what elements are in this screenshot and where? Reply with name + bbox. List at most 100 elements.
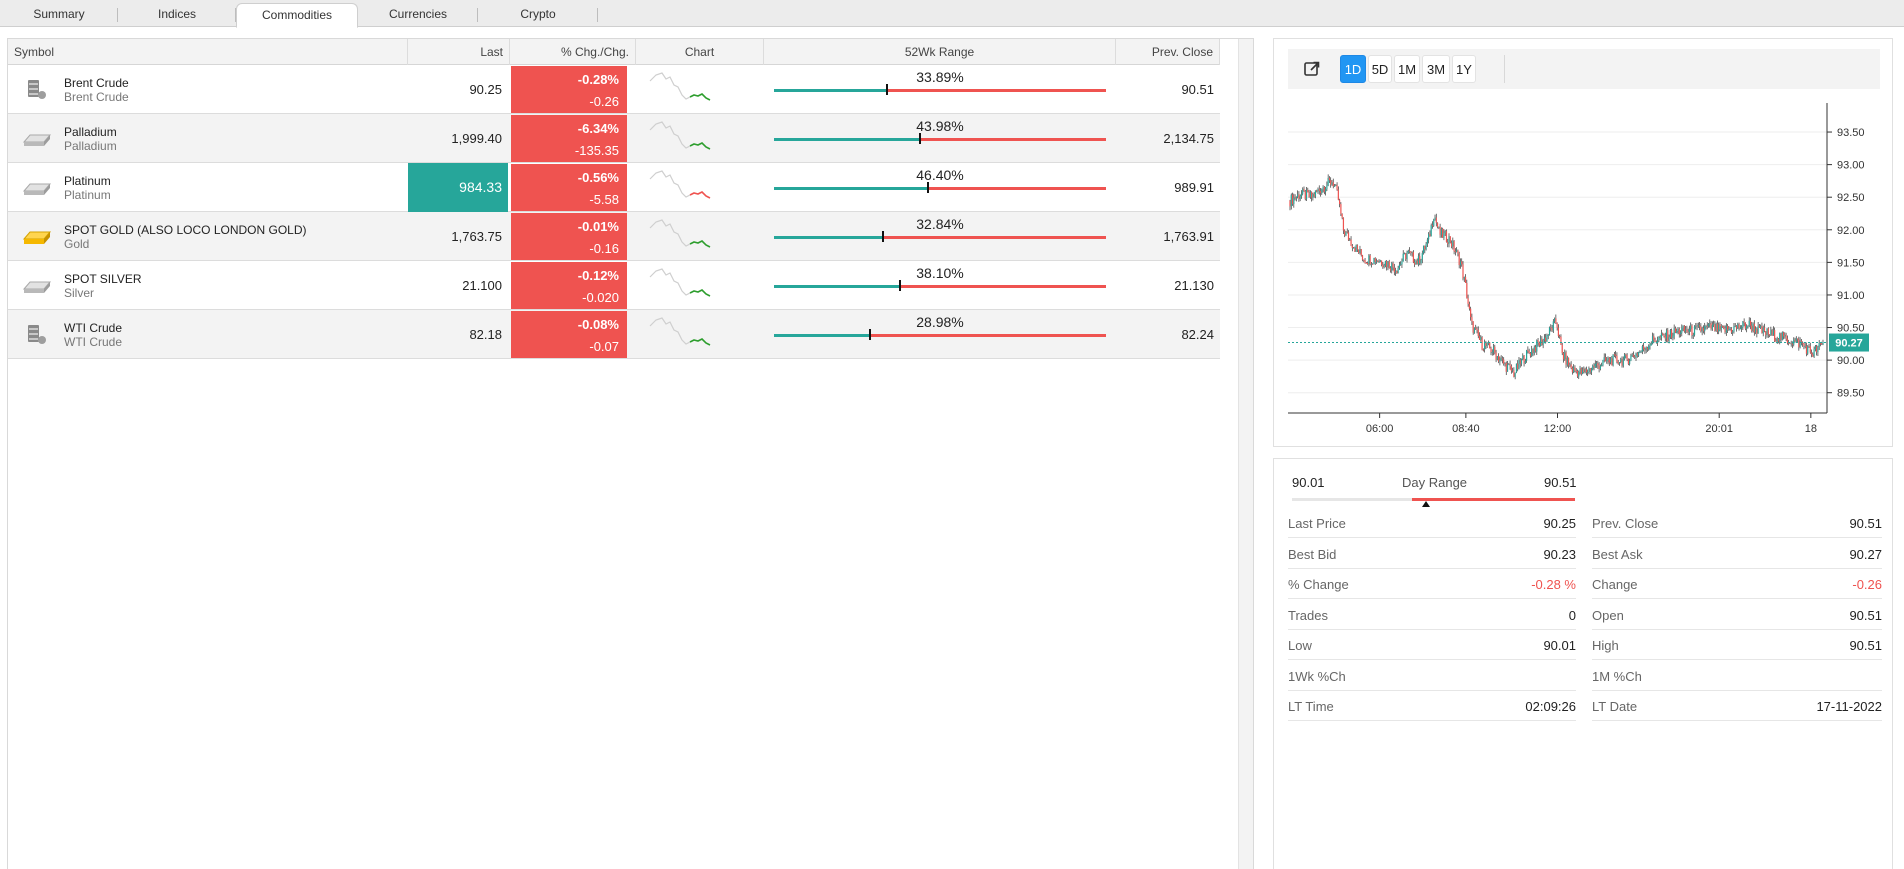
header-change[interactable]: % Chg./Chg. [510,39,636,65]
candle-body [1714,323,1716,331]
tab-commodities[interactable]: Commodities [236,3,358,28]
candle-body [1293,197,1295,205]
detail-value: 90.27 [1849,546,1882,562]
candle-body [1665,330,1668,339]
candle-body [1617,361,1619,364]
candle-body [1330,180,1332,185]
tab-currencies[interactable]: Currencies [358,3,478,27]
candle-body [1653,336,1655,340]
period-3m-button[interactable]: 3M [1422,55,1450,83]
header-last[interactable]: Last [408,39,510,65]
table-row[interactable]: WTI Crude WTI Crude 82.18 -0.08% -0.07 28.98%… [8,310,1220,359]
candle-body [1472,321,1474,333]
52wk-range-cell: 32.84% [764,212,1116,261]
candle-body [1425,243,1427,250]
day-range-high: 90.51 [1544,475,1577,490]
period-1d-button[interactable]: 1D [1340,55,1366,83]
candle-body [1737,324,1739,329]
candle-body [1410,251,1412,253]
candle-body [1589,368,1591,372]
table-row[interactable]: SPOT SILVER Silver 21.100 -0.12% -0.020 38.10… [8,261,1220,310]
table-row[interactable]: Platinum Platinum 984.33 -0.56% -5.58 46.40% 9… [8,163,1220,212]
sparkline-cell[interactable] [636,212,764,261]
candle-body [1424,245,1426,250]
candle-body [1397,268,1399,274]
sparkline-cell[interactable] [636,163,764,212]
x-tick-label: 08:40 [1452,423,1480,435]
candle-body [1300,193,1303,197]
header-symbol[interactable]: Symbol [8,39,408,65]
candle-body [1691,325,1693,336]
day-range-marker [1422,501,1430,507]
day-range-fill [1412,498,1575,501]
period-1y-button[interactable]: 1Y [1452,55,1476,83]
candle-body [1752,323,1754,331]
prev-close: 989.91 [1174,180,1214,195]
candle-body [1754,328,1757,333]
sparkline-cell[interactable] [636,114,764,163]
percent-change: -0.08% [577,317,619,332]
tab-indices[interactable]: Indices [118,3,236,27]
candle-body [1499,359,1501,362]
candle-body [1440,228,1442,235]
candle-body [1444,231,1446,233]
y-tick-label: 90.00 [1837,355,1865,367]
detail-value: 90.51 [1849,516,1882,531]
header-52wk-range[interactable]: 52Wk Range [764,39,1116,65]
symbol-cell[interactable]: SPOT SILVER Silver [8,261,408,310]
table-scrollbar[interactable] [1238,39,1253,869]
absolute-change: -0.16 [589,241,619,256]
symbol-cell[interactable]: Platinum Platinum [8,163,408,212]
table-row[interactable]: SPOT GOLD (ALSO LOCO LONDON GOLD) Gold 1,7… [8,212,1220,261]
symbol-cell[interactable]: WTI Crude WTI Crude [8,310,408,359]
candle-body [1364,260,1366,263]
candle-body [1810,352,1813,355]
barrel-icon [20,322,52,346]
candle-body [1436,222,1439,228]
period-1m-button[interactable]: 1M [1394,55,1420,83]
candle-body [1693,326,1696,336]
tab-crypto[interactable]: Crypto [478,3,598,27]
candle-body [1740,327,1743,329]
candle-body [1396,270,1398,274]
tab-summary[interactable]: Summary [0,3,118,27]
external-link-icon[interactable] [1300,55,1324,83]
header-prev-close[interactable]: Prev. Close [1116,39,1220,65]
sparkline-cell[interactable] [636,310,764,359]
detail-label: 1M %Ch [1592,668,1642,684]
sparkline-cell[interactable] [636,261,764,310]
period-5d-button[interactable]: 5D [1368,55,1392,83]
candle-body [1353,247,1355,249]
candle-body [1318,189,1320,191]
candle-body [1394,270,1397,273]
candle-body [1643,346,1645,350]
candle-body [1326,185,1328,190]
candle-body [1387,261,1389,267]
candle-body [1639,351,1641,353]
candle-body [1402,253,1404,262]
header-chart: Chart [636,39,764,65]
absolute-change: -0.07 [589,339,619,354]
candle-body [1677,328,1679,331]
52wk-range-low-bar [774,285,900,288]
candle-body [1308,192,1310,198]
symbol-cell[interactable]: Brent Crude Brent Crude [8,65,408,114]
symbol-cell[interactable]: SPOT GOLD (ALSO LOCO LONDON GOLD) Gold [8,212,408,261]
symbol-cell[interactable]: Palladium Palladium [8,114,408,163]
candle-body [1346,231,1348,233]
candle-body [1363,259,1365,261]
candle-body [1368,255,1370,265]
candle-body [1601,365,1603,367]
y-tick-label: 93.50 [1837,127,1865,139]
x-tick-label: 06:00 [1366,423,1394,435]
table-row[interactable]: Palladium Palladium 1,999.40 -6.34% -135.35 4… [8,114,1220,163]
candle-body [1546,335,1548,342]
table-row[interactable]: Brent Crude Brent Crude 90.25 -0.28% -0.26 33… [8,65,1220,114]
price-chart[interactable]: 93.50 93.00 92.50 92.00 91.50 91.00 90.50 90.00… [1274,89,1894,449]
day-range-label: Day Range [1402,475,1468,490]
candle-body [1713,323,1715,325]
candle-body [1690,325,1692,330]
detail-row: Change -0.26 [1592,570,1882,599]
candle-body [1400,264,1402,266]
sparkline-cell[interactable] [636,65,764,114]
